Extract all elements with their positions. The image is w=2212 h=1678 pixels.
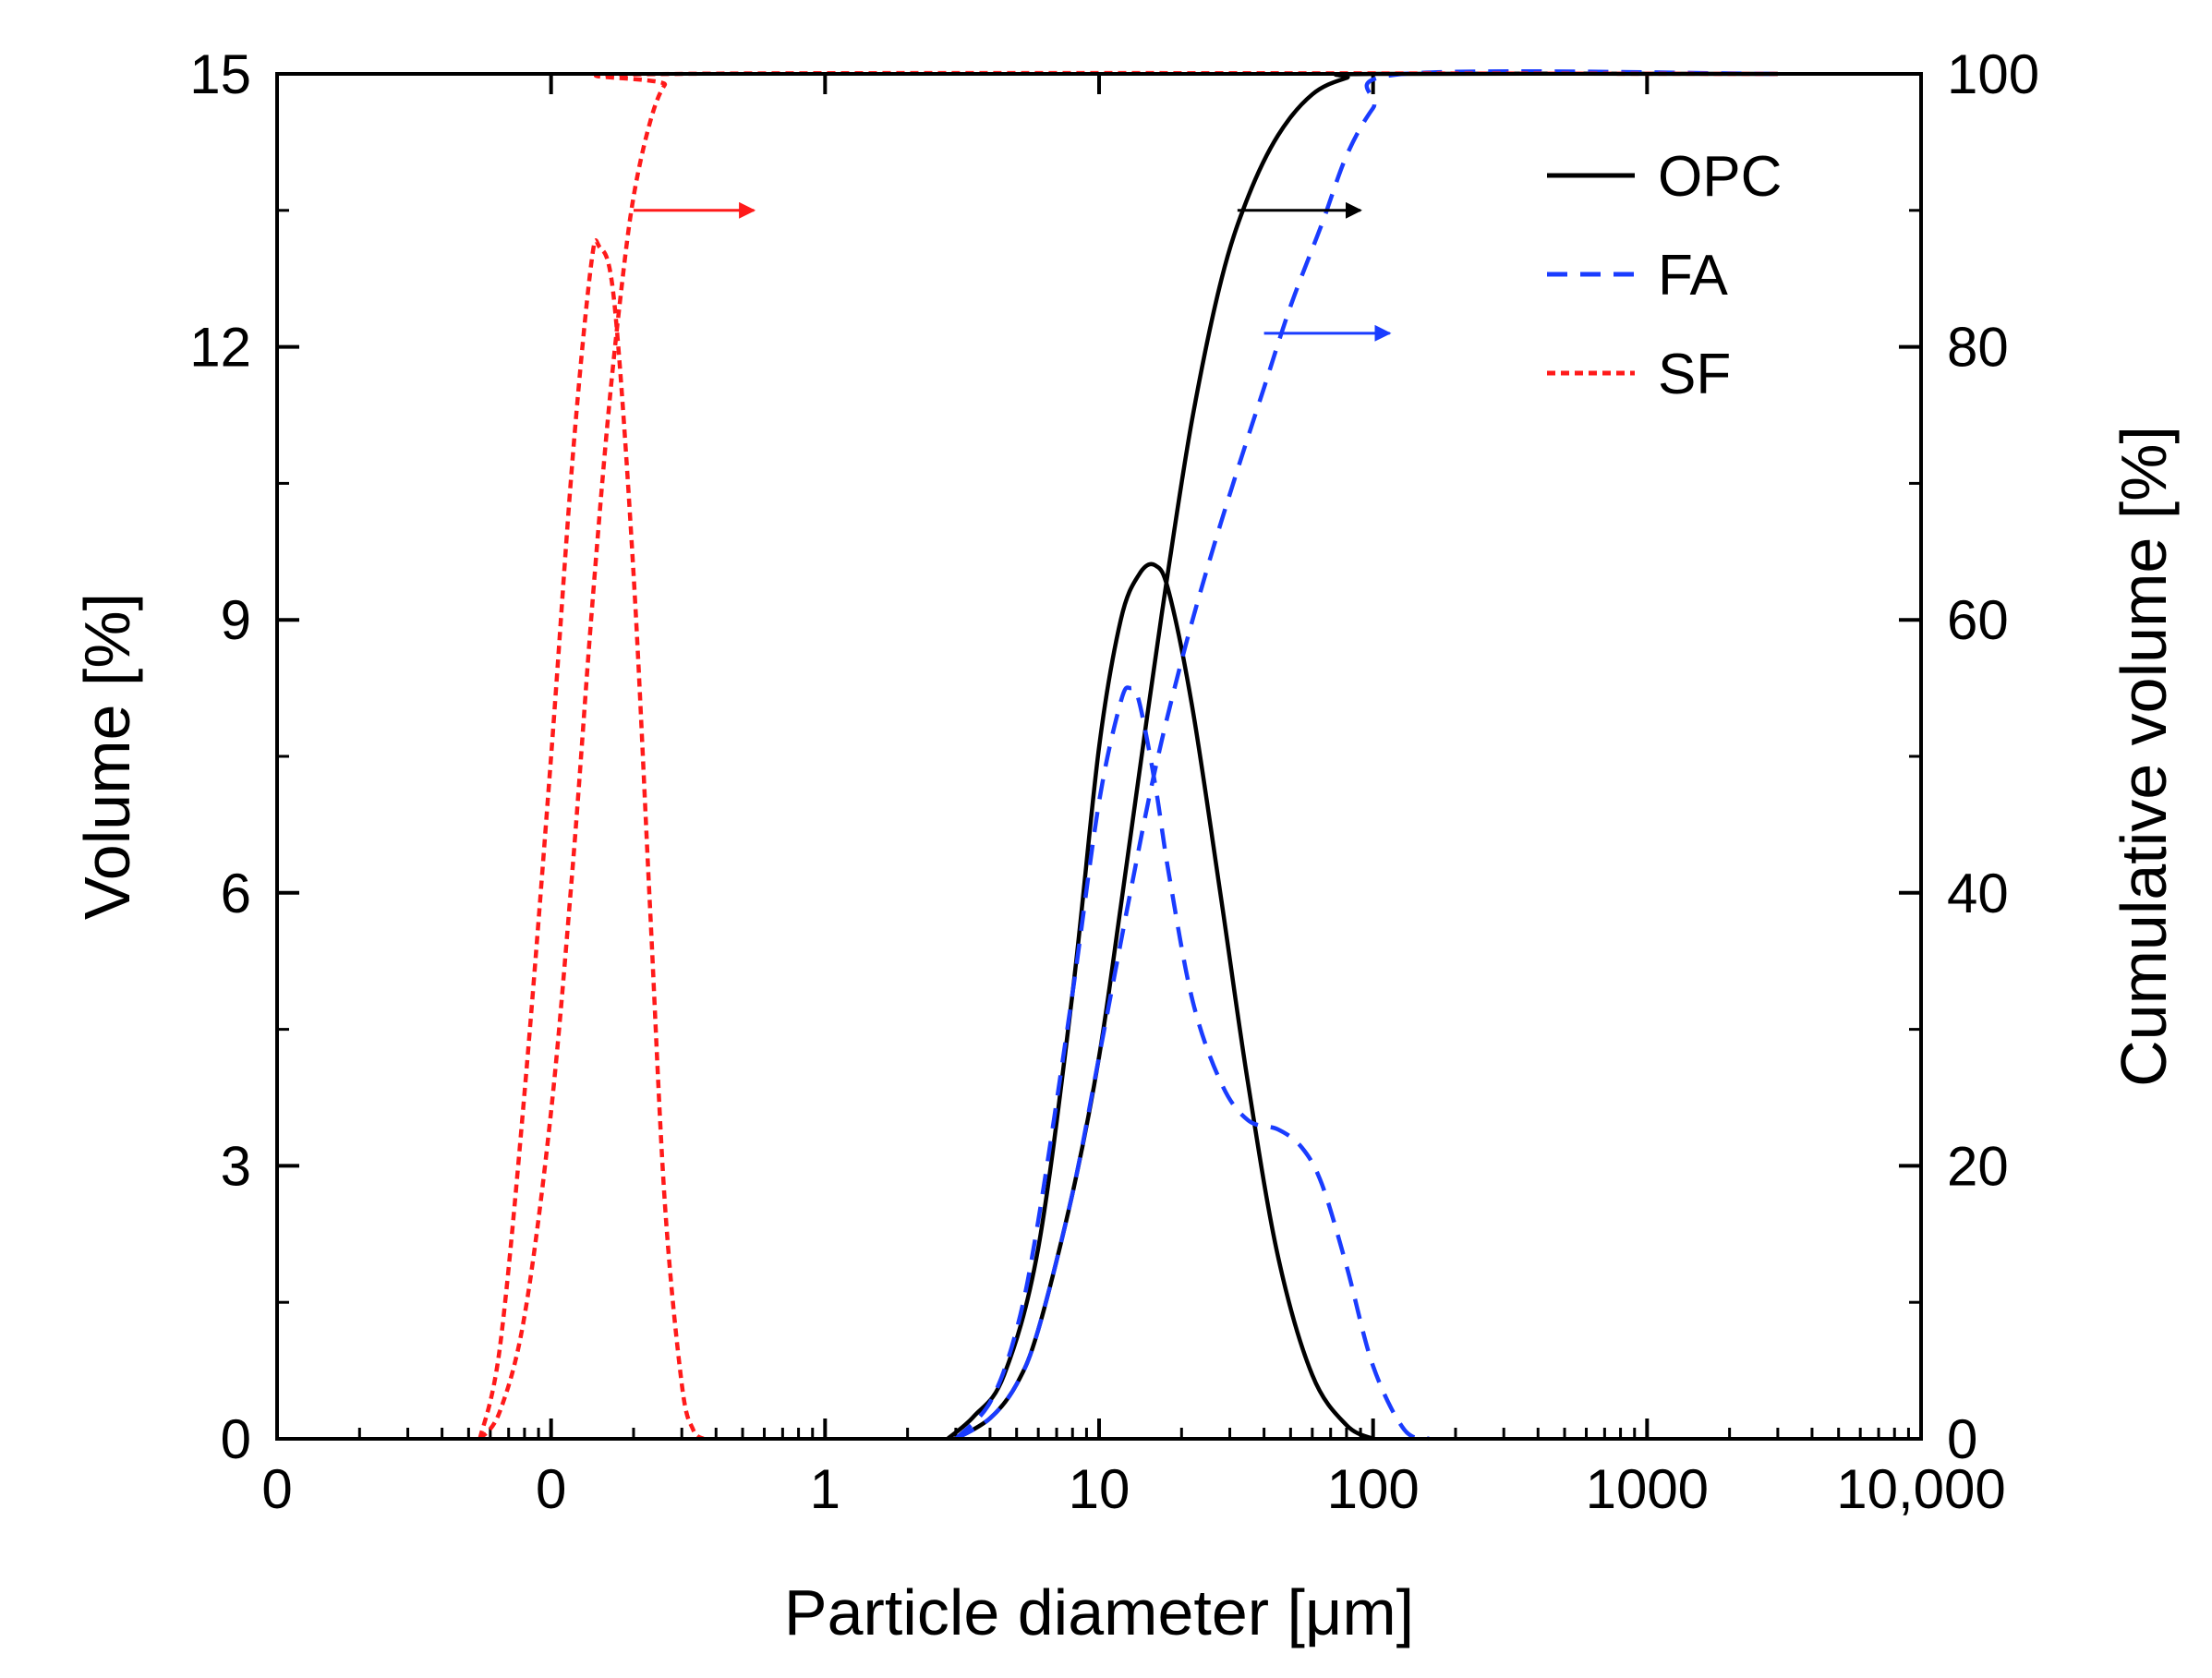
x-tick-label: 1000 (1586, 1458, 1709, 1520)
legend-item-fa: FA (1547, 244, 1728, 308)
legend-label-sf: SF (1658, 343, 1731, 406)
y-tick-label: 15 (189, 43, 251, 105)
y2-tick-label: 40 (1947, 863, 2009, 924)
series-line-sf (477, 238, 706, 1441)
y2-tick-label: 100 (1947, 43, 2039, 105)
series-line-fa (954, 685, 1430, 1442)
x-tick-label: 100 (1327, 1458, 1420, 1520)
x-tick-label: 10,000 (1836, 1458, 2006, 1520)
y-tick-label: 0 (221, 1408, 251, 1470)
y2-tick-label: 60 (1947, 589, 2009, 651)
legend-label-opc: OPC (1658, 145, 1782, 209)
y2-tick-label: 80 (1947, 317, 2009, 379)
series-line-sf-cumulative (477, 70, 1778, 1441)
y2-tick-label: 0 (1947, 1408, 1977, 1470)
x-axis-title: Particle diameter [μm] (784, 1576, 1414, 1648)
series-line-opc-cumulative (954, 71, 1778, 1441)
x-tick-label: 0 (261, 1458, 292, 1520)
legend-label-fa: FA (1658, 244, 1728, 308)
series-line-opc (946, 561, 1374, 1442)
series-line-fa-cumulative (954, 68, 1778, 1441)
y2-axis-title: Cumulative volume [%] (2108, 426, 2180, 1087)
y-tick-label: 6 (221, 863, 251, 924)
y2-tick-label: 20 (1947, 1135, 2009, 1197)
x-tick-label: 10 (1069, 1458, 1130, 1520)
x-tick-label: 0 (536, 1458, 566, 1520)
y-tick-label: 3 (221, 1135, 251, 1197)
annotation-layer (633, 201, 1392, 342)
y-axis-title: Volume [%] (71, 593, 143, 920)
plot-frame (275, 72, 1923, 1441)
legend: OPC FA SF (1547, 145, 1782, 406)
x-tick-label: 1 (810, 1458, 840, 1520)
legend-item-sf: SF (1547, 343, 1731, 406)
legend-item-opc: OPC (1547, 145, 1782, 209)
y-tick-label: 12 (189, 317, 251, 379)
y-tick-label: 9 (221, 589, 251, 651)
